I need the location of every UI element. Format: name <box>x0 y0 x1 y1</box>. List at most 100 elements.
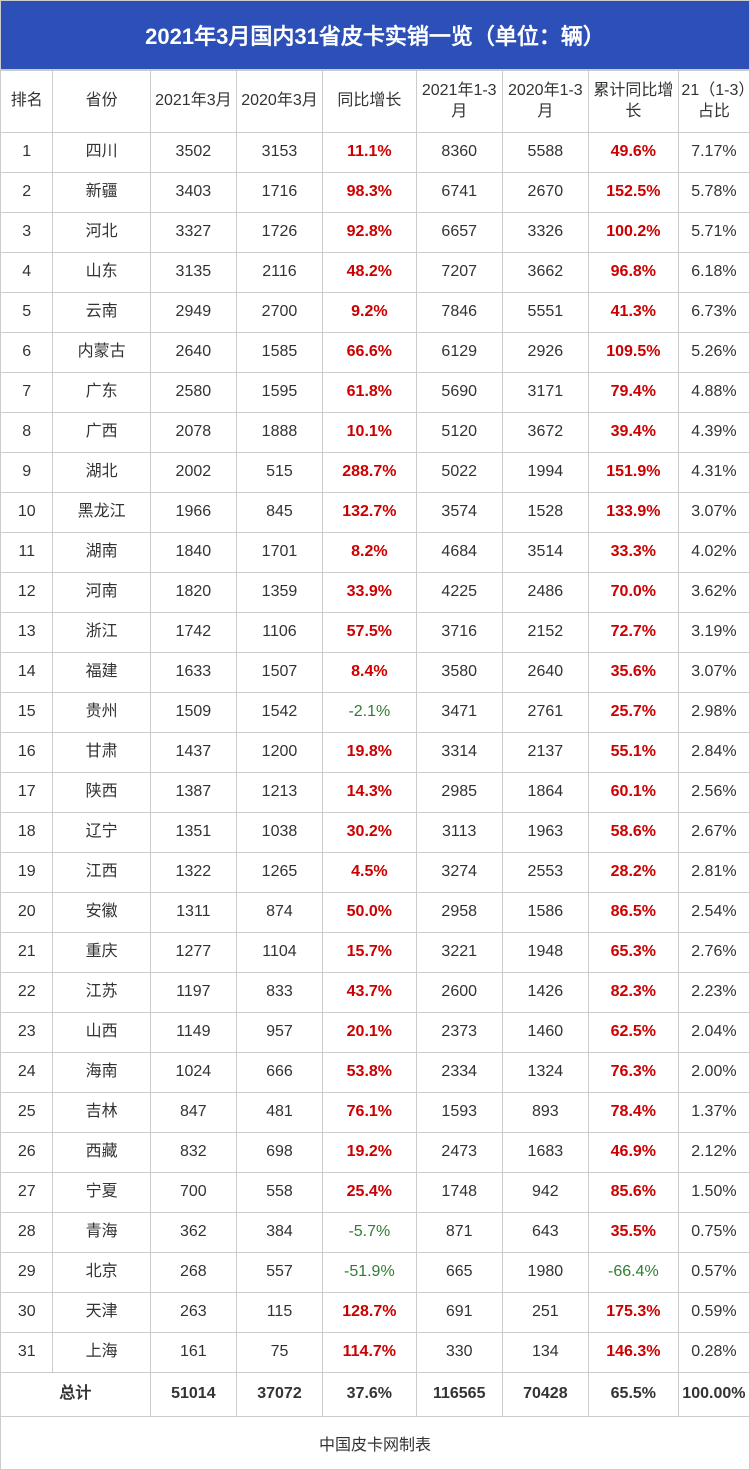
table-row: 12河南1820135933.9%4225248670.0%3.62% <box>1 573 750 613</box>
cell-yoy: 98.3% <box>323 173 417 213</box>
cell-c21: 2373 <box>416 1013 502 1053</box>
cell-m21: 263 <box>150 1293 236 1333</box>
cell-c20: 3171 <box>502 373 588 413</box>
cell-cum: 78.4% <box>588 1093 678 1133</box>
cell-cum: 72.7% <box>588 613 678 653</box>
total-share: 100.00% <box>678 1373 749 1417</box>
cell-rank: 30 <box>1 1293 53 1333</box>
cell-share: 2.76% <box>678 933 749 973</box>
cell-yoy: 48.2% <box>323 253 417 293</box>
cell-cum: 151.9% <box>588 453 678 493</box>
cell-cum: -66.4% <box>588 1253 678 1293</box>
cell-share: 6.18% <box>678 253 749 293</box>
cell-m21: 1840 <box>150 533 236 573</box>
cell-rank: 12 <box>1 573 53 613</box>
cell-yoy: 19.2% <box>323 1133 417 1173</box>
cell-share: 4.39% <box>678 413 749 453</box>
cell-m21: 3135 <box>150 253 236 293</box>
cell-c21: 7207 <box>416 253 502 293</box>
cell-prov: 广东 <box>53 373 150 413</box>
cell-cum: 133.9% <box>588 493 678 533</box>
cell-yoy: 8.4% <box>323 653 417 693</box>
cell-cum: 79.4% <box>588 373 678 413</box>
cell-m20: 1265 <box>236 853 322 893</box>
cell-cum: 152.5% <box>588 173 678 213</box>
cell-cum: 33.3% <box>588 533 678 573</box>
cell-m21: 3502 <box>150 133 236 173</box>
cell-m21: 268 <box>150 1253 236 1293</box>
cell-yoy: 10.1% <box>323 413 417 453</box>
cell-share: 5.71% <box>678 213 749 253</box>
cell-cum: 86.5% <box>588 893 678 933</box>
cell-c21: 6657 <box>416 213 502 253</box>
cell-m21: 2949 <box>150 293 236 333</box>
cell-prov: 西藏 <box>53 1133 150 1173</box>
cell-rank: 26 <box>1 1133 53 1173</box>
cell-c20: 3662 <box>502 253 588 293</box>
cell-prov: 江苏 <box>53 973 150 1013</box>
cell-c20: 2152 <box>502 613 588 653</box>
cell-c21: 3274 <box>416 853 502 893</box>
cell-c20: 2670 <box>502 173 588 213</box>
cell-c21: 4225 <box>416 573 502 613</box>
cell-share: 2.98% <box>678 693 749 733</box>
table-row: 29北京268557-51.9%6651980-66.4%0.57% <box>1 1253 750 1293</box>
table-row: 20安徽131187450.0%2958158686.5%2.54% <box>1 893 750 933</box>
cell-share: 2.12% <box>678 1133 749 1173</box>
cell-share: 1.50% <box>678 1173 749 1213</box>
cell-m20: 1038 <box>236 813 322 853</box>
cell-c20: 2640 <box>502 653 588 693</box>
cell-yoy: 66.6% <box>323 333 417 373</box>
table-row: 9湖北2002515288.7%50221994151.9%4.31% <box>1 453 750 493</box>
cell-m21: 2078 <box>150 413 236 453</box>
cell-m21: 1277 <box>150 933 236 973</box>
table-row: 26西藏83269819.2%2473168346.9%2.12% <box>1 1133 750 1173</box>
cell-yoy: 33.9% <box>323 573 417 613</box>
cell-prov: 河南 <box>53 573 150 613</box>
cell-c20: 2137 <box>502 733 588 773</box>
cell-yoy: 4.5% <box>323 853 417 893</box>
cell-c20: 3514 <box>502 533 588 573</box>
cell-c20: 893 <box>502 1093 588 1133</box>
table-row: 6内蒙古2640158566.6%61292926109.5%5.26% <box>1 333 750 373</box>
table-row: 23山西114995720.1%2373146062.5%2.04% <box>1 1013 750 1053</box>
cell-c20: 1864 <box>502 773 588 813</box>
table-row: 1四川3502315311.1%8360558849.6%7.17% <box>1 133 750 173</box>
cell-rank: 8 <box>1 413 53 453</box>
cell-yoy: 288.7% <box>323 453 417 493</box>
cell-cum: 60.1% <box>588 773 678 813</box>
cell-share: 2.00% <box>678 1053 749 1093</box>
cell-prov: 吉林 <box>53 1093 150 1133</box>
cell-m21: 832 <box>150 1133 236 1173</box>
cell-share: 2.67% <box>678 813 749 853</box>
table-row: 18辽宁1351103830.2%3113196358.6%2.67% <box>1 813 750 853</box>
cell-yoy: 25.4% <box>323 1173 417 1213</box>
cell-prov: 甘肃 <box>53 733 150 773</box>
cell-m20: 1585 <box>236 333 322 373</box>
cell-c21: 2958 <box>416 893 502 933</box>
table-total-row: 总计510143707237.6%1165657042865.5%100.00% <box>1 1373 750 1417</box>
table-row: 22江苏119783343.7%2600142682.3%2.23% <box>1 973 750 1013</box>
cell-m20: 666 <box>236 1053 322 1093</box>
cell-rank: 24 <box>1 1053 53 1093</box>
total-label: 总计 <box>1 1373 151 1417</box>
table-header-row: 排名 省份 2021年3月 2020年3月 同比增长 2021年1-3月 202… <box>1 71 750 133</box>
cell-m21: 1437 <box>150 733 236 773</box>
cell-c21: 6741 <box>416 173 502 213</box>
cell-rank: 29 <box>1 1253 53 1293</box>
cell-c20: 2553 <box>502 853 588 893</box>
cell-m20: 1542 <box>236 693 322 733</box>
cell-prov: 海南 <box>53 1053 150 1093</box>
cell-share: 3.62% <box>678 573 749 613</box>
total-yoy: 37.6% <box>323 1373 417 1417</box>
cell-yoy: 92.8% <box>323 213 417 253</box>
cell-c21: 2334 <box>416 1053 502 1093</box>
cell-c20: 5551 <box>502 293 588 333</box>
cell-prov: 湖北 <box>53 453 150 493</box>
table-row: 5云南294927009.2%7846555141.3%6.73% <box>1 293 750 333</box>
cell-rank: 6 <box>1 333 53 373</box>
table-row: 25吉林84748176.1%159389378.4%1.37% <box>1 1093 750 1133</box>
cell-prov: 陕西 <box>53 773 150 813</box>
cell-m21: 2002 <box>150 453 236 493</box>
cell-yoy: 128.7% <box>323 1293 417 1333</box>
